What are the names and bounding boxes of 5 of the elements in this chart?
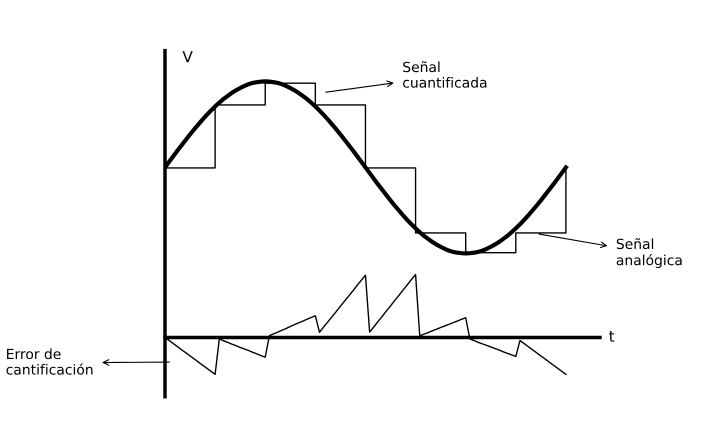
y-axis-title: V [182,51,193,62]
text: Error de cantificación [6,348,92,375]
text: Señal analógica [616,238,682,268]
annotation: Señal cuantificada [403,61,486,88]
x-axis-title: t [609,330,614,342]
